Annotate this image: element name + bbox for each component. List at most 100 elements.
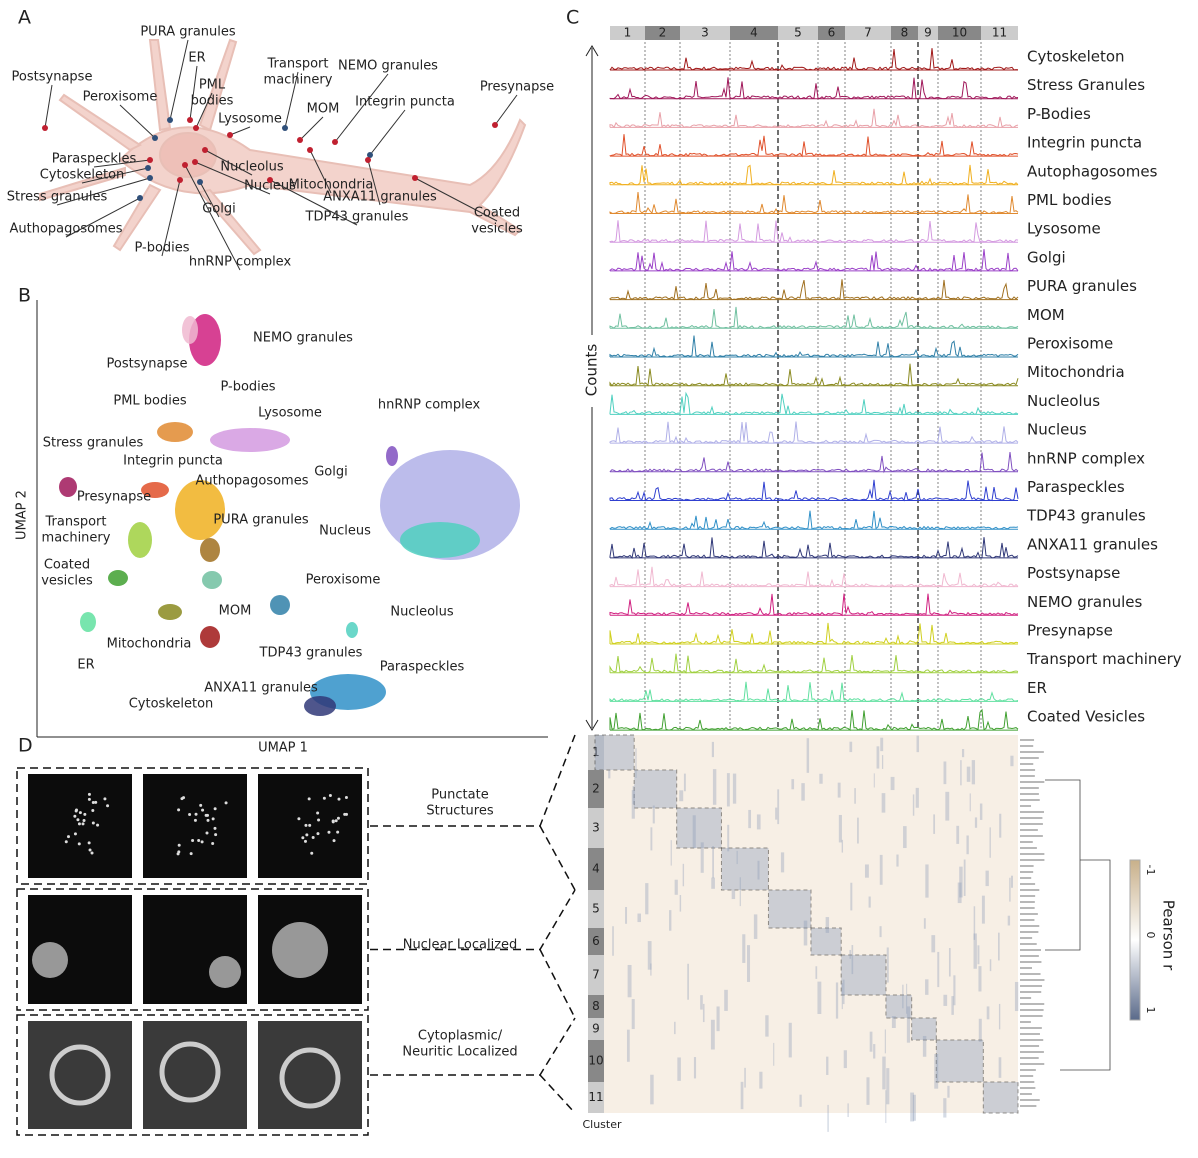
organelle <box>147 157 153 163</box>
punctum <box>77 842 81 846</box>
hm-texture <box>916 735 920 753</box>
track <box>609 421 1019 444</box>
track-label: Mitochondria <box>1027 363 1125 381</box>
group-box <box>16 767 369 885</box>
structure-label: vesicles <box>471 222 523 237</box>
cluster-label: Authopagosomes <box>195 474 308 489</box>
punctum <box>81 822 85 826</box>
cluster-label: Cytoskeleton <box>129 697 214 712</box>
structure-label: MOM <box>307 102 340 117</box>
cluster-band <box>680 26 730 40</box>
cluster-band <box>778 26 818 40</box>
cluster-band <box>891 26 918 40</box>
cluster-blob <box>202 571 222 589</box>
cluster-band <box>730 26 778 40</box>
hm-texture <box>806 738 810 773</box>
hm-texture <box>727 824 730 852</box>
hm-texture <box>635 748 637 778</box>
cluster-band <box>610 26 645 40</box>
leader <box>81 167 149 184</box>
structure-label: Nucleus <box>244 179 296 194</box>
leader <box>161 179 181 257</box>
leader <box>189 65 198 121</box>
punctum <box>87 841 91 845</box>
organelle <box>365 157 371 163</box>
punctum <box>211 842 215 846</box>
structure-label: Presynapse <box>480 80 554 95</box>
punctum <box>327 830 331 834</box>
cluster-blob <box>400 522 480 558</box>
hm-texture <box>943 761 947 785</box>
punctum <box>191 838 195 842</box>
structure-label: P-bodies <box>134 241 189 256</box>
hm-texture <box>934 1053 939 1089</box>
hm-texture <box>953 975 956 1006</box>
structure-label: Nucleolus <box>220 160 284 175</box>
punctum <box>213 826 217 830</box>
hm-texture <box>838 814 842 843</box>
colorbar-tick: -1 <box>1144 865 1157 876</box>
cluster-band <box>645 26 680 40</box>
dendrogram <box>1020 739 1111 1107</box>
punctum <box>224 801 228 805</box>
punctum <box>177 843 181 847</box>
track <box>609 681 1019 703</box>
cluster-blob <box>270 595 290 615</box>
hm-texture <box>915 787 919 808</box>
hm-texture <box>645 883 649 915</box>
hm-texture <box>740 1081 744 1110</box>
micrograph <box>143 774 247 878</box>
track <box>609 452 1019 474</box>
punctum <box>206 813 210 817</box>
punctum <box>78 811 82 815</box>
hm-texture <box>891 1016 896 1028</box>
hm-texture <box>974 817 978 828</box>
leader <box>494 94 518 126</box>
track <box>609 77 1019 100</box>
hm-texture <box>702 1003 705 1023</box>
structure-label: Peroxisome <box>83 90 158 105</box>
leader <box>299 116 324 141</box>
organelle <box>182 162 188 168</box>
row-cluster-number: 3 <box>592 821 600 835</box>
structure-label: PML <box>199 78 226 93</box>
connector <box>370 1017 576 1114</box>
row-cluster-number: 5 <box>592 902 600 916</box>
hm-texture <box>748 809 752 829</box>
diag-block <box>767 889 812 929</box>
organelle <box>297 137 303 143</box>
track-label: Presynapse <box>1027 622 1113 640</box>
hm-texture <box>679 895 682 912</box>
punctum <box>88 848 92 852</box>
hm-texture <box>716 1006 720 1032</box>
group-label: Structures <box>426 804 493 819</box>
track-label: P-Bodies <box>1027 105 1091 123</box>
hm-texture <box>931 935 936 953</box>
hm-texture <box>726 773 730 807</box>
punctum <box>90 851 94 855</box>
cluster-band <box>918 26 938 40</box>
row-cluster <box>588 1040 604 1082</box>
hm-texture <box>866 1077 870 1105</box>
cluster-number: 11 <box>992 26 1007 40</box>
hm-texture <box>985 870 989 887</box>
panel-label: A <box>18 7 31 29</box>
hm-texture <box>788 1022 792 1058</box>
hm-texture <box>912 794 915 816</box>
cluster-label: vesicles <box>41 574 93 589</box>
panel-label: C <box>566 7 579 29</box>
structure-label: Paraspeckles <box>52 152 137 167</box>
row-cluster <box>588 1082 604 1113</box>
track-label: ER <box>1027 679 1047 697</box>
row-cluster <box>588 928 604 955</box>
punctum <box>189 852 193 856</box>
hm-texture <box>612 926 614 956</box>
punctum <box>211 817 215 821</box>
micrograph <box>143 895 247 1004</box>
micrograph <box>28 1021 132 1129</box>
hm-texture <box>692 815 696 849</box>
diag-block <box>676 807 722 849</box>
cluster-label: Postsynapse <box>107 357 188 372</box>
row-cluster-number: 8 <box>592 999 600 1013</box>
cluster-blob <box>59 477 77 497</box>
